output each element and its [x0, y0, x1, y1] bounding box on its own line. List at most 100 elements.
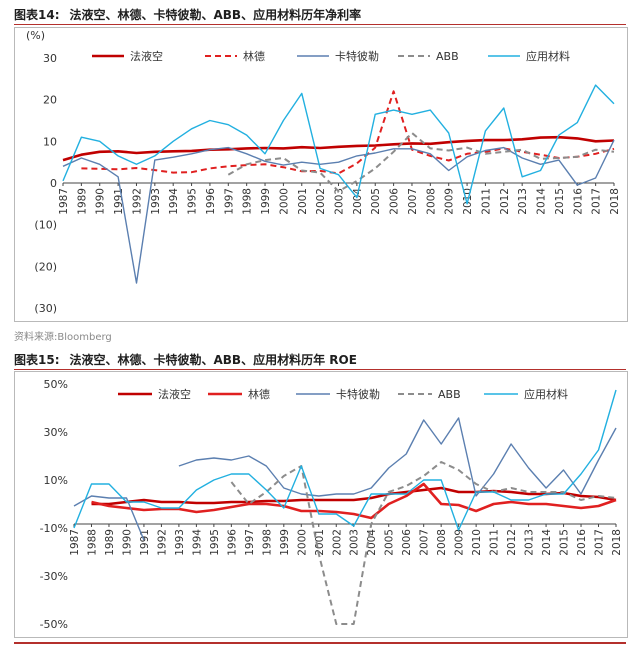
chart-1-y-tick-label: (20) [34, 260, 57, 273]
chart-1-series-line [62, 139, 615, 284]
chart-2-x-tick-label: 2002 [331, 529, 343, 556]
chart-1-x-tick-label: 2018 [609, 188, 621, 215]
chart-2-series-line [73, 389, 617, 531]
chart-1-x-tick-label: 2016 [572, 188, 584, 215]
chart-2-x-tick-label: 1994 [191, 529, 203, 556]
chart-2-series-caterpillar [73, 417, 617, 541]
chart-2-y-tick-label: 10% [44, 474, 68, 487]
chart-1-y-tick-label: (30) [34, 302, 57, 315]
chart-1-x-tick-label: 2015 [554, 188, 566, 215]
chart-2-series-applied_materials [73, 389, 617, 531]
chart-1-x-tick-label: 1987 [58, 188, 70, 215]
figure-2-label: 图表15: [14, 353, 60, 367]
chart-1-y-tick-label: (10) [34, 219, 57, 232]
chart-1-x-tick-label: 1989 [76, 188, 88, 215]
chart-2-x-tick-label: 2006 [401, 529, 413, 556]
chart-1-x-tick-label: 1994 [168, 188, 180, 215]
chart-2-x-tick-label: 2005 [384, 529, 396, 556]
chart-1-x-tick-label: 2003 [334, 188, 346, 215]
chart-2-y-tick-label: -10% [40, 522, 68, 535]
source-note: 资料来源:Bloomberg [14, 332, 112, 343]
chart-1-y-tick-label: 10 [43, 135, 57, 148]
chart-1-x-tick-label: 2014 [536, 188, 548, 215]
chart-2-series-abb [230, 461, 617, 625]
chart-1-x-tick-label: 2000 [278, 188, 290, 215]
chart-2-y-tick-label: 50% [44, 378, 68, 391]
chart-2-x-tick-label: 1995 [209, 529, 221, 556]
chart-2-legend-label: 法液空 [158, 387, 191, 401]
chart-2-x-tick-label: 2017 [594, 529, 606, 556]
chart-1-x-tick-label: 1995 [187, 188, 199, 215]
chart-1-legend-label: 应用材料 [526, 49, 570, 63]
figure-1-title-text: 法液空、林德、卡特彼勒、ABB、应用材料历年净利率 [69, 8, 362, 22]
chart-1-series-air_liquide [62, 135, 615, 162]
chart-1-x-tick-label: 1999 [260, 188, 272, 215]
chart-2-series-line [91, 482, 617, 520]
chart-2-x-tick-label: 2010 [471, 529, 483, 556]
chart-1-series-applied_materials [62, 84, 615, 205]
chart-2-x-tick-label: 1993 [174, 529, 186, 556]
chart-1-series-abb [227, 132, 615, 193]
chart-2-x-tick-label: 2007 [419, 529, 431, 556]
chart-2-y-tick-label: 30% [44, 426, 68, 439]
chart-1-unit-label: (%) [26, 29, 45, 42]
chart-2-x-tick-label: 1996 [226, 529, 238, 556]
chart-1-x-tick-label: 2007 [407, 188, 419, 215]
chart-1-y-tick-label: 30 [43, 52, 57, 65]
chart-2-y-tick-label: -30% [40, 570, 68, 583]
chart-2-x-tick-label: 1997 [244, 529, 256, 556]
chart-2-x-tick-label: 2014 [541, 529, 553, 556]
chart-1-x-tick-label: 2017 [591, 188, 603, 215]
chart-1-x-tick-label: 1990 [95, 188, 107, 215]
chart-1-series-line [62, 135, 615, 162]
chart-2-frame [14, 371, 628, 638]
chart-2-x-tick-label: 2011 [489, 529, 501, 556]
chart-2-x-tick-label: 1992 [156, 529, 168, 556]
chart-2-x-tick-label: 2001 [314, 529, 326, 556]
chart-1-series-line [227, 132, 615, 193]
chart-2-x-tick-label: 2000 [296, 529, 308, 556]
chart-1-x-tick-label: 2011 [480, 188, 492, 215]
chart-1-x-tick-label: 2013 [517, 188, 529, 215]
chart-2-legend-label: 应用材料 [524, 387, 568, 401]
chart-1-x-tick-label: 1996 [205, 188, 217, 215]
chart-2-x-tick-label: 1987 [69, 529, 81, 556]
chart-1-x-tick-label: 2005 [370, 188, 382, 215]
chart-2-x-tick-label: 2015 [559, 529, 571, 556]
chart-2-x-tick-label: 1999 [279, 529, 291, 556]
figure-2-title-text: 法液空、林德、卡特彼勒、ABB、应用材料历年 ROE [69, 353, 357, 367]
chart-2-series-air_liquide [91, 486, 617, 506]
chart-2-series-line [178, 417, 617, 497]
chart-2-x-tick-label: 2016 [576, 529, 588, 556]
chart-1-legend-label: 法液空 [130, 49, 163, 63]
figure-1-label: 图表14: [14, 8, 60, 22]
chart-2-x-tick-label: 1998 [261, 529, 273, 556]
figure-1-title: 图表14: 法液空、林德、卡特彼勒、ABB、应用材料历年净利率 [14, 6, 361, 23]
chart-1-x-tick-label: 1998 [242, 188, 254, 215]
chart-2-legend-label: 卡特彼勒 [336, 387, 380, 401]
chart-1-series-line [62, 84, 615, 205]
chart-1-y-tick-label: 0 [50, 177, 57, 190]
chart-1-x-tick-label: 2006 [389, 188, 401, 215]
chart-1-net-margin: (%) 30 20 10 0 (10) (20) (30) 1987 1989 1990 1991 19… [26, 29, 621, 315]
figure-2-title-rule [14, 369, 626, 370]
chart-2-x-tick-label: 1988 [86, 529, 98, 556]
chart-1-legend-label: 卡特彼勒 [335, 49, 379, 63]
chart-1-x-tick-label: 1993 [150, 188, 162, 215]
chart-2-x-tick-label: 2008 [436, 529, 448, 556]
chart-2-series-linde [91, 482, 617, 520]
chart-2-series-line [91, 486, 617, 506]
chart-2-x-tick-label: 2013 [524, 529, 536, 556]
chart-2-x-tick-label: 1990 [121, 529, 133, 556]
figure-1-title-rule [14, 24, 626, 25]
chart-1-x-tick-label: 1991 [113, 188, 125, 215]
bottom-rule [14, 642, 626, 644]
chart-1-x-tick-label: 2012 [499, 188, 511, 215]
chart-2-legend-label: ABB [438, 388, 461, 401]
chart-1-y-tick-label: 20 [43, 94, 57, 107]
chart-2-y-tick-label: -50% [40, 618, 68, 631]
chart-2-x-tick-label: 2012 [506, 529, 518, 556]
chart-1-x-tick-label: 2001 [297, 188, 309, 215]
chart-1-legend-label: ABB [436, 50, 459, 63]
